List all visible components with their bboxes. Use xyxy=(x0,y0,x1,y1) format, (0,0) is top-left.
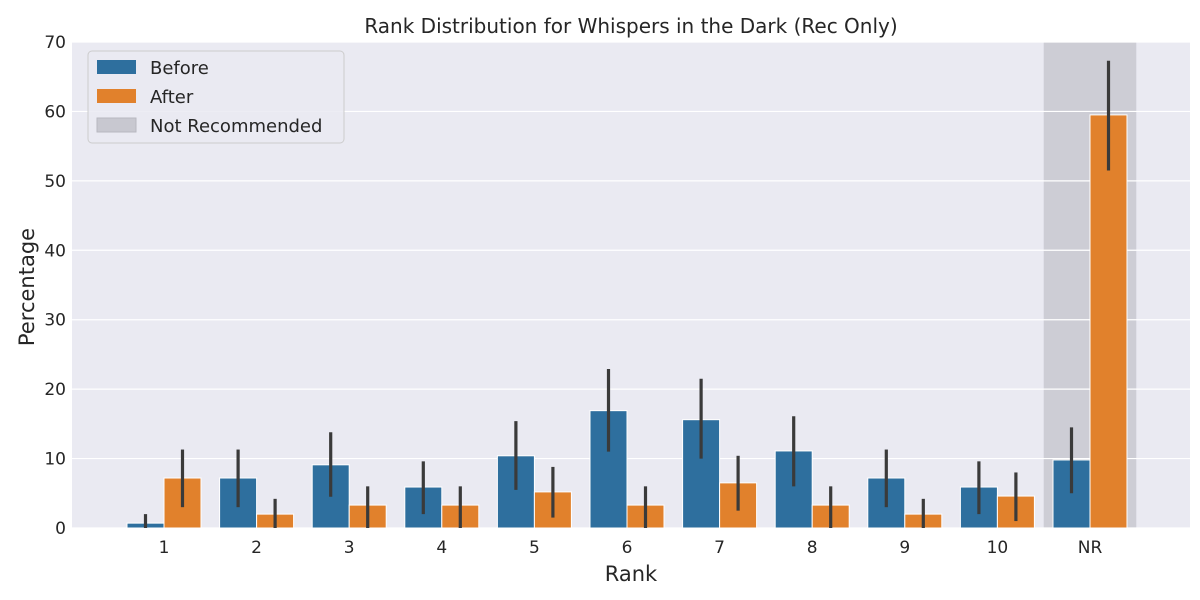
x-tick-label: 9 xyxy=(899,538,910,558)
legend-swatch-after xyxy=(97,89,136,103)
x-tick-label: 7 xyxy=(714,538,725,558)
x-tick-label: 1 xyxy=(159,538,170,558)
x-tick-label: 5 xyxy=(529,538,540,558)
y-tick-label: 20 xyxy=(44,380,66,400)
chart-title: Rank Distribution for Whispers in the Da… xyxy=(364,14,897,38)
y-tick-label: 30 xyxy=(44,311,66,331)
legend-label-after: After xyxy=(150,87,194,108)
y-tick-label: 60 xyxy=(44,102,66,122)
legend: Before After Not Recommended xyxy=(88,51,344,143)
x-axis-label: Rank xyxy=(605,562,658,586)
y-tick-label: 50 xyxy=(44,172,66,192)
legend-swatch-before xyxy=(97,60,136,74)
x-tick-label: 2 xyxy=(251,538,262,558)
bar-after-nr xyxy=(1090,115,1127,528)
legend-label-not-recommended: Not Recommended xyxy=(150,116,322,137)
x-tick-label: NR xyxy=(1078,538,1103,558)
y-tick-label: 70 xyxy=(44,33,66,53)
x-tick-label: 6 xyxy=(622,538,633,558)
legend-label-before: Before xyxy=(150,58,209,79)
x-tick-label: 4 xyxy=(436,538,447,558)
x-tick-label: 8 xyxy=(807,538,818,558)
legend-swatch-not-recommended xyxy=(97,118,136,132)
y-tick-label: 0 xyxy=(55,519,66,539)
y-tick-label: 40 xyxy=(44,241,66,261)
x-tick-label: 3 xyxy=(344,538,355,558)
y-axis-label: Percentage xyxy=(15,228,39,346)
y-tick-label: 10 xyxy=(44,450,66,470)
x-tick-label: 10 xyxy=(987,538,1009,558)
